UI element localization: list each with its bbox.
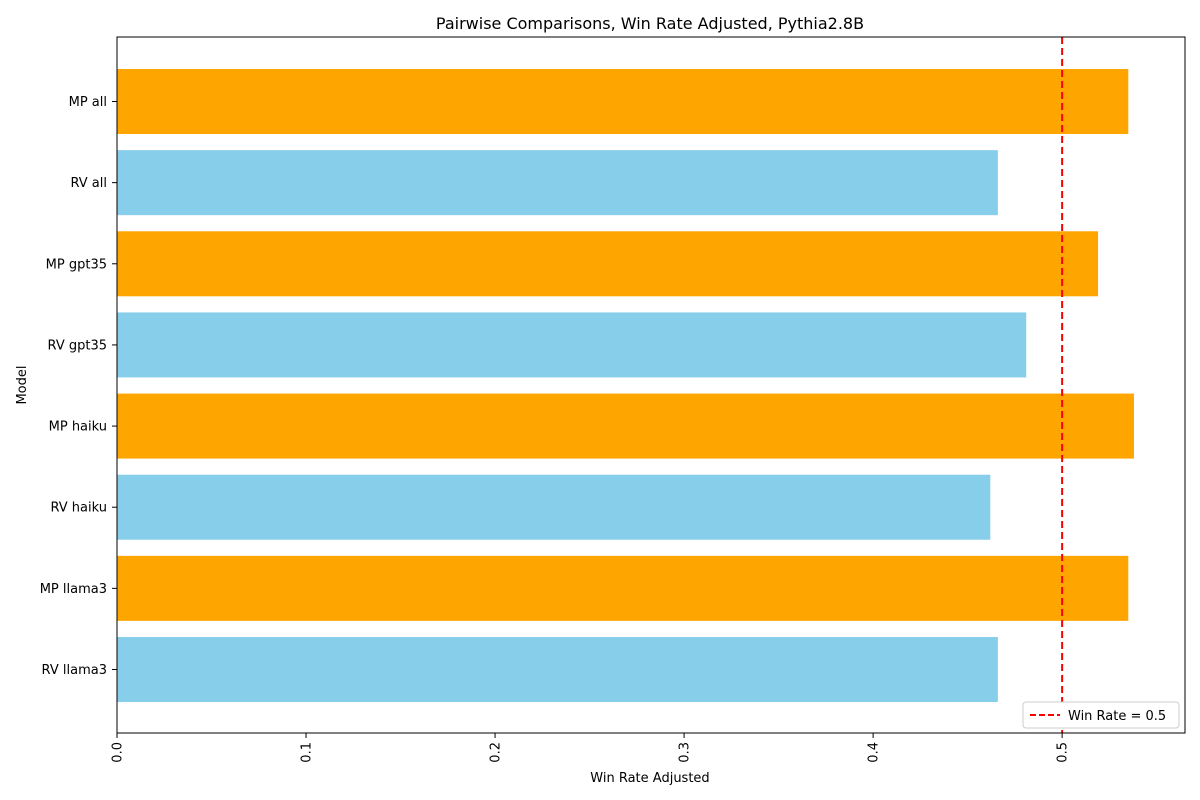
x-axis-label: Win Rate Adjusted bbox=[590, 771, 709, 786]
bars-layer bbox=[117, 69, 1134, 702]
y-tick-label: RV all bbox=[70, 176, 107, 191]
y-axis-label: Model bbox=[15, 365, 30, 404]
y-tick-label: MP gpt35 bbox=[46, 257, 107, 272]
bar-rv-haiku bbox=[117, 474, 991, 540]
bar-mp-haiku bbox=[117, 393, 1134, 459]
legend-frame bbox=[1022, 701, 1180, 729]
legend: Win Rate = 0.5 bbox=[1022, 701, 1180, 729]
y-tick-label: MP all bbox=[69, 95, 107, 110]
plot-area-frame bbox=[116, 36, 1186, 734]
axes-layer bbox=[116, 36, 1186, 734]
x-tick-label: 0.0 bbox=[111, 742, 126, 763]
bar-mp-llama3 bbox=[117, 555, 1129, 621]
x-tick-label: 0.5 bbox=[1056, 742, 1071, 763]
legend-label: Win Rate = 0.5 bbox=[1068, 709, 1166, 724]
x-tick-label: 0.2 bbox=[489, 742, 504, 763]
y-tick-layer: MP all RV all MP gpt35 RV gpt35 MP haiku RV h… bbox=[40, 95, 117, 678]
bar-rv-all bbox=[117, 150, 998, 216]
x-tick-label: 0.1 bbox=[300, 742, 315, 763]
bar-rv-llama3 bbox=[117, 637, 998, 702]
x-tick-layer: 0.0 0.1 0.2 0.3 0.4 0.5 bbox=[111, 733, 1071, 763]
y-tick-label: RV haiku bbox=[50, 501, 107, 516]
bar-rv-gpt35 bbox=[117, 312, 1027, 378]
chart-title: Pairwise Comparisons, Win Rate Adjusted,… bbox=[436, 14, 864, 33]
y-tick-label: MP haiku bbox=[49, 420, 107, 435]
x-tick-label: 0.4 bbox=[867, 742, 882, 763]
bar-mp-all bbox=[117, 69, 1129, 134]
y-tick-label: RV llama3 bbox=[42, 663, 107, 678]
x-tick-label: 0.3 bbox=[678, 742, 693, 763]
bar-mp-gpt35 bbox=[117, 231, 1099, 297]
y-tick-label: RV gpt35 bbox=[48, 338, 108, 353]
y-tick-label: MP llama3 bbox=[40, 582, 107, 597]
